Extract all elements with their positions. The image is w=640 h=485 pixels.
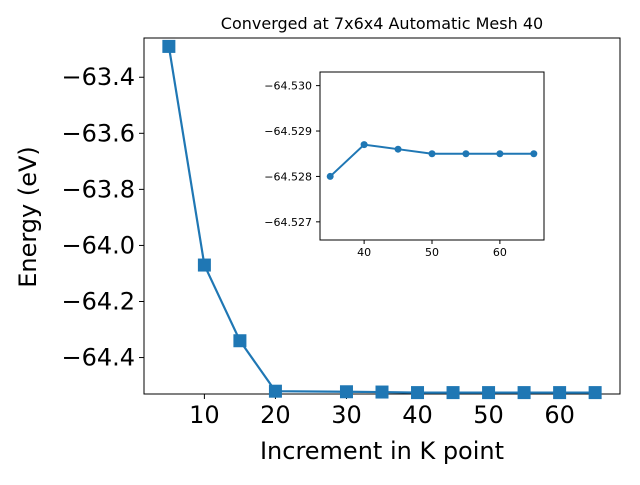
main-axes-frame: [143, 37, 621, 395]
main-data-point: [197, 258, 211, 272]
main-y-tick-label: −63.4: [61, 63, 135, 91]
main-data-point: [482, 386, 496, 400]
main-x-tick-label: 40: [402, 401, 433, 429]
main-plot: 10 20 30 40 50 60 −63.4 −63.6 −63.8 −64.0 −64.2 −64…: [61, 37, 621, 429]
inset-y-tick-label: −64.528: [264, 170, 312, 183]
inset-data-point: [428, 150, 436, 158]
inset-x-tick-label: 60: [493, 246, 507, 259]
main-data-point: [517, 386, 531, 400]
main-data-point: [553, 386, 567, 400]
inset-data-point: [394, 145, 402, 153]
inset-plot: 40 50 60 −64.530 −64.529 −64.528 −64.527: [264, 71, 545, 259]
main-y-tick-label: −64.2: [61, 287, 135, 315]
main-y-tick-label: −63.8: [61, 175, 135, 203]
chart-title: Converged at 7x6x4 Automatic Mesh 40: [221, 14, 543, 33]
inset-data-point: [530, 150, 538, 158]
main-data-point: [233, 334, 247, 348]
main-series-line: [167, 46, 596, 394]
main-data-point: [375, 385, 389, 399]
inset-data-point: [462, 150, 470, 158]
inset-series-line: [329, 143, 534, 178]
inset-y-tick-label: −64.530: [264, 80, 312, 93]
x-axis-label: Increment in K point: [260, 437, 504, 465]
main-data-point: [268, 384, 282, 398]
main-x-tick-label: 20: [260, 401, 291, 429]
main-y-tick-label: −63.6: [61, 119, 135, 147]
main-data-point: [446, 386, 460, 400]
main-data-point: [411, 386, 425, 400]
main-x-tick-label: 60: [544, 401, 575, 429]
main-x-tick-label: 30: [331, 401, 362, 429]
inset-x-tick-label: 40: [357, 246, 371, 259]
inset-y-tick-label: −64.527: [264, 216, 312, 229]
main-data-point: [339, 385, 353, 399]
main-data-point: [588, 386, 602, 400]
inset-data-point: [360, 141, 368, 149]
main-y-tick-label: −64.4: [61, 344, 135, 372]
inset-data-point: [496, 150, 504, 158]
main-data-point: [162, 39, 176, 53]
y-axis-label: Energy (eV): [14, 146, 42, 288]
inset-y-tick-label: −64.529: [264, 125, 312, 138]
inset-data-point: [326, 172, 334, 180]
main-x-tick-label: 50: [473, 401, 504, 429]
main-y-tick-label: −64.0: [61, 231, 135, 259]
main-x-tick-label: 10: [189, 401, 220, 429]
inset-x-tick-label: 50: [425, 246, 439, 259]
